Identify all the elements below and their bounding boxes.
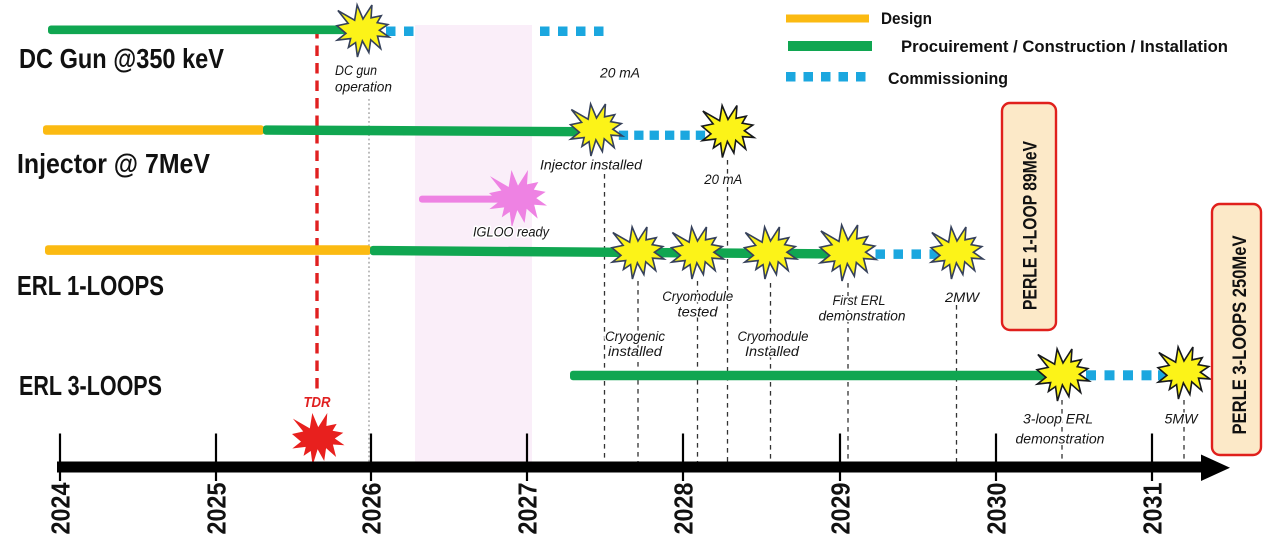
svg-text:Injector installed: Injector installed: [540, 158, 643, 173]
svg-text:2024: 2024: [46, 482, 76, 534]
svg-text:Procuirement / Construction /: Procuirement / Construction / Installati…: [901, 37, 1228, 56]
svg-text:20 mA: 20 mA: [599, 66, 640, 81]
svg-text:2027: 2027: [513, 483, 543, 535]
svg-text:tested: tested: [678, 304, 719, 319]
svg-text:Design: Design: [881, 9, 932, 28]
svg-text:installed: installed: [608, 344, 663, 359]
svg-text:ERL 3-LOOPS: ERL 3-LOOPS: [19, 370, 162, 401]
svg-text:Cryomodule: Cryomodule: [738, 329, 809, 344]
svg-text:2028: 2028: [669, 483, 699, 535]
svg-text:operation: operation: [335, 80, 392, 95]
svg-text:Cryogenic: Cryogenic: [605, 329, 665, 344]
svg-text:TDR: TDR: [304, 394, 331, 411]
svg-text:Injector @ 7MeV: Injector @ 7MeV: [17, 148, 210, 179]
svg-text:demonstration: demonstration: [1016, 432, 1105, 447]
svg-text:2025: 2025: [202, 483, 232, 535]
svg-text:Cryomodule: Cryomodule: [662, 289, 733, 304]
svg-text:ERL 1-LOOPS: ERL 1-LOOPS: [17, 270, 164, 301]
svg-text:PERLE 1-LOOP 89MeV: PERLE 1-LOOP 89MeV: [1021, 141, 1042, 310]
svg-text:DC Gun @350 keV: DC Gun @350 keV: [19, 43, 224, 74]
svg-text:First ERL: First ERL: [833, 293, 886, 308]
svg-text:Commissioning: Commissioning: [888, 69, 1008, 88]
svg-text:DC gun: DC gun: [335, 63, 377, 78]
svg-text:2MW: 2MW: [944, 290, 981, 305]
svg-text:3-loop ERL: 3-loop ERL: [1023, 411, 1093, 426]
svg-text:PERLE 3-LOOPS 250MeV: PERLE 3-LOOPS 250MeV: [1230, 235, 1251, 434]
svg-text:demonstration: demonstration: [819, 309, 906, 324]
svg-text:5MW: 5MW: [1165, 411, 1199, 426]
svg-text:2029: 2029: [826, 483, 856, 535]
svg-text:Installed: Installed: [745, 344, 800, 359]
svg-text:IGLOO ready: IGLOO ready: [473, 225, 550, 240]
svg-text:2031: 2031: [1138, 483, 1168, 535]
svg-text:20 mA: 20 mA: [703, 172, 742, 187]
svg-text:2026: 2026: [357, 483, 387, 535]
svg-text:2030: 2030: [982, 483, 1012, 535]
